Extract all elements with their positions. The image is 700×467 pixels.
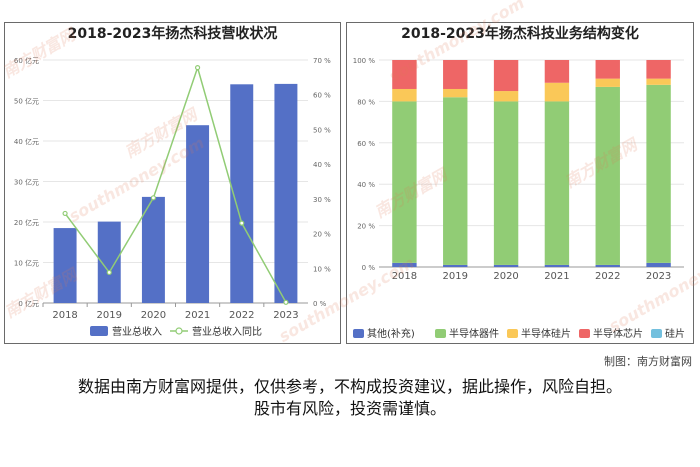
x-tick-label: 2018	[392, 271, 417, 282]
stacked-bar-segment	[493, 101, 519, 265]
y-right-tick-label: 70 %	[313, 57, 331, 65]
business-structure-chart-panel: 2018-2023年扬杰科技业务结构变化 0 % 20 % 40 % 60 % 80 %…	[346, 22, 694, 344]
revenue-bar	[274, 83, 298, 303]
x-tick-label: 2019	[443, 271, 468, 282]
stacked-bar-segment	[646, 84, 671, 263]
revenue-bar	[141, 196, 165, 303]
yoy-point	[194, 65, 201, 71]
revenue-bar	[186, 125, 210, 303]
stacked-bar-segment	[646, 78, 671, 85]
stacked-bar-segment	[544, 60, 570, 83]
legend-label: 半导体器件	[449, 327, 499, 340]
x-tick-label: 2021	[544, 271, 569, 282]
revenue-chart-svg: 0 亿元 10 亿元 20 亿元 30 亿元 40 亿元 50 亿元 60 亿元 0 % 10 …	[14, 56, 331, 338]
y-tick-label: 80 %	[357, 98, 375, 106]
y-tick-label: 100 %	[353, 57, 376, 65]
revenue-chart-panel: 2018-2023年扬杰科技营收状况 0 亿元 10 亿元 20 亿元 30 亿元 40…	[4, 22, 341, 344]
stacked-bar-segment	[646, 60, 671, 79]
stacked-bar-segment	[595, 86, 620, 265]
y-left-tick-label: 20 亿元	[14, 218, 39, 227]
stacked-bar-segment	[544, 82, 570, 102]
y-left-tick-label: 0 亿元	[18, 299, 39, 308]
stacked-bar-segment	[646, 262, 671, 267]
legend-swatch-revenue	[90, 326, 108, 336]
stacked-bar-segment	[443, 88, 468, 98]
stacked-bar-segment	[443, 264, 468, 267]
legend-swatch	[435, 329, 446, 338]
chart-title: 2018-2023年扬杰科技营收状况	[67, 26, 278, 42]
yoy-point	[150, 195, 157, 201]
revenue-bar	[97, 221, 121, 303]
x-tick-label: 2022	[229, 310, 254, 321]
stacked-bar-segment	[392, 101, 417, 263]
y-right-tick-label: 10 %	[313, 265, 331, 273]
disclaimer-line-1: 数据由南方财富网提供，仅供参考，不构成投资建议，据此操作，风险自担。	[77, 377, 622, 396]
legend-label: 其他(补充)	[367, 327, 415, 340]
y-tick-label: 0 %	[362, 264, 376, 272]
stacked-bar-segment	[392, 262, 417, 267]
legend-swatch	[507, 329, 518, 338]
x-tick-label: 2023	[646, 271, 671, 282]
x-tick-label: 2020	[493, 271, 518, 282]
stacked-bar-segment	[544, 264, 570, 267]
stacked-bar-segment	[392, 60, 417, 89]
y-tick-label: 60 %	[357, 140, 375, 148]
y-left-tick-label: 40 亿元	[14, 137, 39, 146]
y-right-tick-label: 20 %	[313, 231, 331, 239]
chart-credit: 制图：南方财富网	[604, 355, 692, 368]
stacked-bar-segment	[443, 97, 468, 265]
yoy-point	[239, 220, 245, 226]
y-left-tick-label: 10 亿元	[14, 259, 39, 268]
stacked-bar-segment	[493, 91, 519, 102]
y-right-tick-label: 40 %	[313, 161, 331, 169]
stacked-bar-segment	[493, 60, 519, 92]
disclaimer-line-2: 股市有风险，投资需谨慎。	[253, 399, 446, 418]
y-right-tick-label: 0 %	[313, 300, 327, 308]
yoy-point	[283, 299, 289, 305]
yoy-line	[64, 65, 287, 303]
stacked-bar-segment	[392, 88, 417, 102]
stacked-bar-segment	[595, 78, 620, 87]
legend-swatch	[353, 329, 364, 338]
chart-title: 2018-2023年扬杰科技业务结构变化	[401, 26, 639, 42]
x-tick-label: 2019	[97, 310, 122, 321]
legend-label: 半导体芯片	[593, 327, 643, 340]
legend-label: 营业总收入	[112, 325, 162, 338]
stacked-bar-segment	[544, 101, 570, 265]
y-right-tick-label: 60 %	[313, 92, 331, 100]
x-tick-label: 2023	[273, 310, 298, 321]
yoy-point	[62, 210, 68, 217]
y-right-tick-label: 50 %	[313, 126, 331, 134]
x-tick-label: 2022	[595, 271, 620, 282]
revenue-bar	[230, 84, 254, 303]
x-tick-label: 2021	[185, 310, 210, 321]
stacked-bar-segment	[595, 60, 620, 79]
y-left-tick-label: 60 亿元	[14, 56, 39, 65]
y-left-tick-label: 50 亿元	[14, 97, 39, 106]
stacked-bar-segment	[595, 264, 620, 267]
revenue-bar	[53, 228, 77, 303]
stacked-bar-segment	[493, 264, 519, 267]
legend-label: 半导体硅片	[521, 327, 571, 340]
x-tick-label: 2020	[141, 310, 166, 321]
y-tick-label: 40 %	[357, 181, 375, 189]
y-left-tick-label: 30 亿元	[14, 178, 39, 187]
structure-chart-svg: 0 % 20 % 40 % 60 % 80 % 100 % 2018 2019 2020 2021…	[353, 57, 685, 340]
y-right-tick-label: 30 %	[313, 196, 331, 204]
legend-label: 硅片	[665, 327, 685, 340]
legend-swatch	[579, 329, 590, 338]
stacked-bar-segment	[443, 60, 468, 89]
legend-swatch-yoy-point	[175, 327, 183, 335]
x-tick-label: 2018	[52, 310, 77, 321]
y-tick-label: 20 %	[357, 223, 375, 231]
yoy-point	[106, 269, 112, 276]
legend-swatch	[651, 329, 662, 338]
legend-label: 营业总收入同比	[192, 325, 262, 338]
